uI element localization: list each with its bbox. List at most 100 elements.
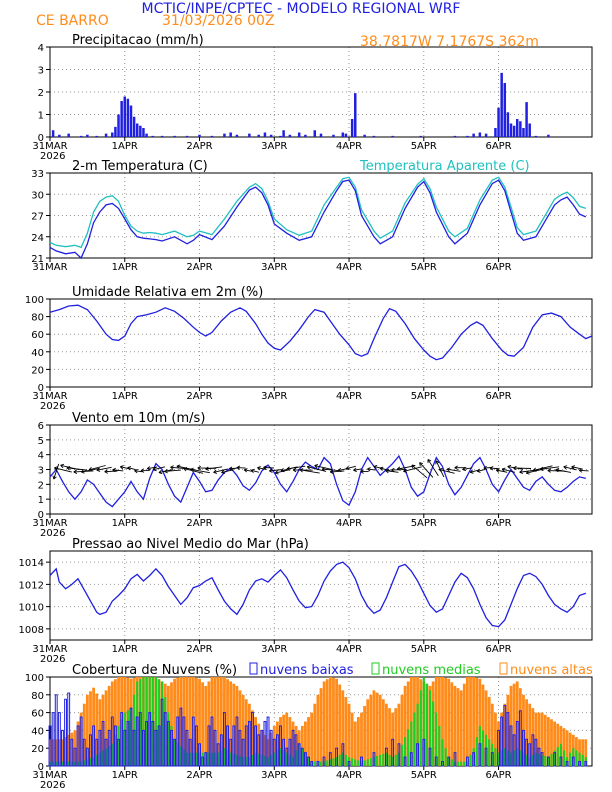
cloud-mid-bar [161, 681, 164, 766]
cloud-low-bar [110, 716, 114, 767]
cloud-mid-bar [450, 759, 453, 766]
cloud-high-bar [266, 739, 270, 766]
cloud-low-bar [291, 729, 295, 767]
legend-swatch [499, 662, 508, 675]
cloud-mid-bar [531, 754, 534, 766]
wind-arrow-head [337, 467, 342, 473]
cloud-high-bar [114, 679, 117, 766]
cloud-low-bar [322, 756, 326, 767]
y-tick-label: 1010 [19, 603, 44, 614]
cloud-mid-bar [428, 690, 432, 766]
precip-bar [223, 133, 226, 137]
wind-arrow [153, 466, 165, 471]
cloud-mid-bar [245, 757, 248, 766]
cloud-low-bar [275, 734, 279, 767]
cloud-low-bar [260, 729, 264, 767]
cloud-low-bar [48, 725, 52, 767]
cloud-mid-bar [528, 757, 531, 766]
cloud-low-bar [297, 743, 301, 767]
cloud-high-bar [275, 721, 279, 766]
cloud-low-bar [213, 729, 217, 767]
cloud-low-bar [148, 712, 152, 767]
wind-arrow [120, 466, 130, 470]
cloud-high-bar [64, 737, 67, 766]
precip-bar [363, 134, 366, 137]
cloud-low-bar [559, 756, 563, 767]
x-tick-label: 2APR [186, 391, 212, 402]
cloud-low-bar [472, 752, 476, 767]
panel-title: Precipitacao (mm/h) [72, 33, 204, 48]
precip-bar [509, 123, 513, 137]
x-tick-label: 3APR [261, 391, 287, 402]
y-tick-label: 1014 [19, 558, 44, 569]
cloud-high-bar [89, 691, 92, 766]
cloud-low-bar [584, 761, 588, 767]
cloud-mid-bar [444, 748, 447, 766]
precip-bar [313, 130, 317, 137]
precip-bar [111, 132, 114, 137]
cloud-mid-bar [497, 752, 500, 766]
cloud-mid-bar [375, 755, 379, 766]
wind-arrow [403, 466, 422, 472]
precip-bar [332, 134, 335, 137]
wind-arrow [134, 470, 143, 473]
cloud-low-bar [216, 743, 220, 767]
cloud-mid-bar [425, 683, 428, 766]
precip-bar [51, 130, 55, 137]
y-tick-label: 4 [38, 43, 44, 54]
x-tick-label: 31MAR [32, 262, 67, 273]
cloud-low-bar [194, 725, 198, 767]
cloud-mid-bar [578, 752, 581, 766]
y-tick-label: 0 [38, 510, 44, 521]
cloud-low-bar [145, 721, 148, 767]
cloud-high-bar [356, 717, 360, 766]
cloud-mid-bar [139, 679, 142, 766]
cloud-low-bar [515, 721, 519, 767]
cloud-high-bar [332, 677, 335, 766]
wind-arrow-head [228, 466, 233, 471]
cloud-low-bar [207, 725, 211, 767]
cloud-low-bar [76, 725, 80, 767]
cloud-mid-bar [142, 677, 145, 766]
cloud-mid-bar [288, 754, 291, 766]
cloud-mid-bar [104, 748, 108, 766]
cloud-mid-bar [117, 725, 120, 766]
cloud-mid-bar [251, 754, 254, 766]
cloud-mid-bar [207, 752, 210, 766]
cloud-high-bar [195, 677, 198, 766]
cloud-high-bar [207, 681, 211, 766]
apparent-temperature-line [49, 176, 587, 249]
x-tick-label: 5APR [411, 262, 437, 273]
cloud-low-bar [553, 752, 557, 767]
precip-bar [522, 128, 525, 137]
precip-bar [117, 114, 120, 137]
cloud-mid-bar [559, 743, 562, 766]
wind-arrow-head [280, 468, 285, 473]
cloud-high-bar [453, 685, 457, 766]
cloud-high-bar [176, 677, 180, 766]
cloud-high-bar [335, 678, 338, 766]
cloud-mid-bar [503, 748, 506, 766]
cloud-low-bar [372, 752, 376, 767]
wind-arrow [490, 467, 500, 470]
cloud-low-bar [531, 734, 535, 767]
cloud-mid-bar [581, 754, 584, 766]
x-tick-label: 31MAR [32, 141, 67, 152]
cloud-mid-bar [466, 761, 469, 766]
cloud-mid-bar [76, 761, 80, 766]
cloud-low-bar [335, 747, 339, 767]
x-tick-label: 6APR [485, 141, 511, 152]
cloud-low-bar [506, 712, 510, 767]
cloud-high-bar [263, 734, 267, 766]
cloud-high-bar [260, 730, 264, 766]
cloud-mid-bar [298, 743, 301, 766]
x-tick-label: 5APR [411, 770, 437, 781]
cloud-high-bar [244, 699, 248, 766]
wind-arrow [477, 469, 486, 472]
cloud-low-bar [204, 752, 208, 767]
cloud-low-bar [522, 729, 525, 767]
cloud-mid-bar [148, 677, 151, 766]
cloud-high-bar [216, 677, 220, 766]
wind-arrow [379, 467, 391, 472]
wind-arrow-head [60, 463, 64, 469]
